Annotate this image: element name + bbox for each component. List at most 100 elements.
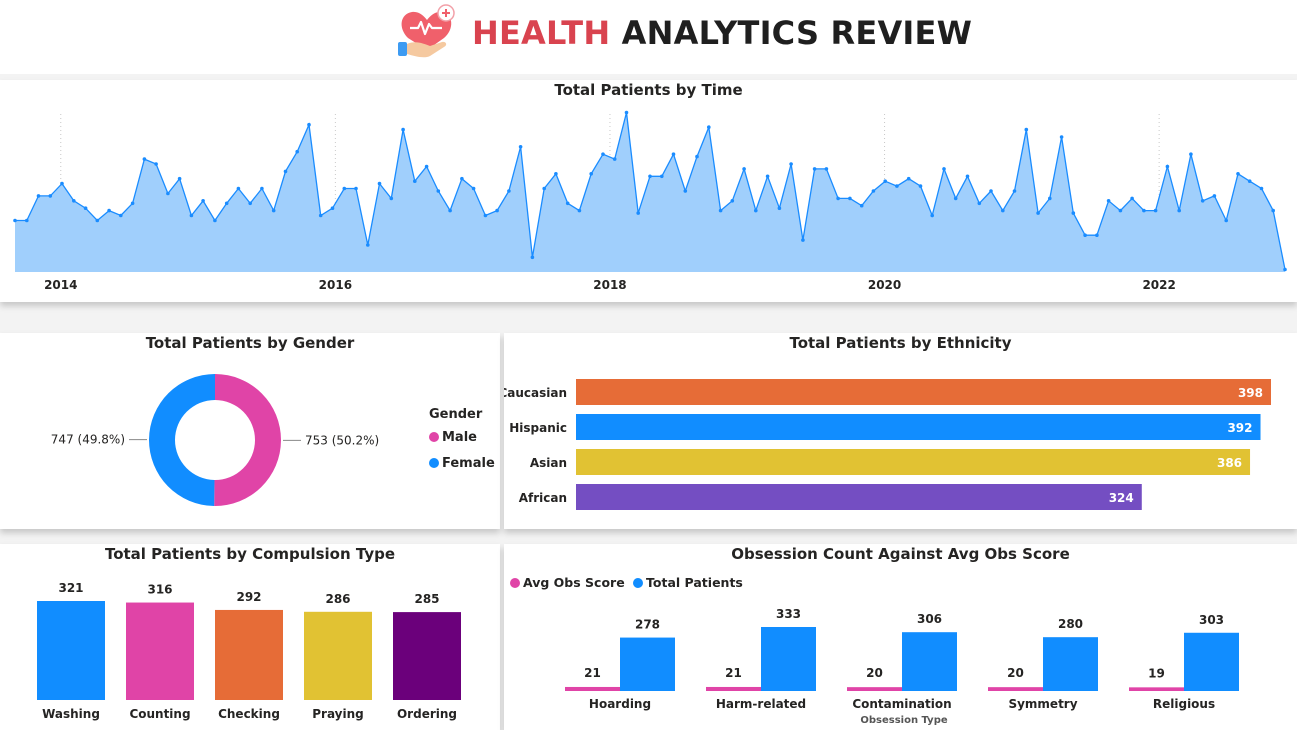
time-data-point [636, 211, 640, 215]
ethnicity-chart-panel[interactable]: Total Patients by Ethnicity Caucasian 398… [504, 333, 1297, 529]
compulsion-category-label: Washing [42, 707, 100, 721]
time-data-point [989, 189, 993, 193]
time-data-point [330, 206, 335, 210]
time-data-point [95, 218, 100, 223]
time-data-point [377, 181, 382, 186]
time-data-point [260, 186, 264, 191]
obsession-legend[interactable]: Avg Obs Score Total Patients [510, 575, 743, 590]
time-data-point [895, 184, 899, 188]
donut-data-label: 753 (50.2%) [305, 433, 379, 447]
legend-dot-total [633, 578, 644, 588]
time-data-point [801, 238, 805, 242]
compulsion-chart-panel[interactable]: Total Patients by Compulsion Type 321 Was… [0, 544, 500, 730]
time-data-point [906, 176, 911, 181]
legend-item-total-patients[interactable]: Total Patients [633, 575, 743, 590]
compulsion-bar-chart[interactable]: 321 Washing 316 Counting 292 Checking 286 Prayi… [0, 544, 500, 730]
total-patients-value-label: 303 [1199, 613, 1224, 627]
gender-chart-panel[interactable]: Total Patients by Gender 753 (50.2%) 747 … [0, 333, 500, 529]
time-data-point [1048, 196, 1052, 201]
time-data-point [660, 174, 664, 179]
time-data-point [695, 154, 699, 159]
legend-item-avg-obs-score[interactable]: Avg Obs Score [510, 575, 625, 590]
time-data-point [765, 174, 770, 179]
time-chart-title: Total Patients by Time [554, 81, 743, 99]
time-data-point [848, 196, 852, 201]
avg-obs-score-value-label: 20 [866, 666, 883, 680]
total-patients-bar [620, 637, 675, 691]
time-data-point [424, 164, 429, 169]
legend-label-avg: Avg Obs Score [523, 575, 625, 590]
x-tick-label: 2014 [44, 278, 77, 292]
ethnicity-bar-african [576, 484, 1142, 510]
time-data-point [871, 189, 876, 193]
ethnicity-value-label: 392 [1227, 421, 1252, 435]
legend-dot-female [429, 458, 439, 468]
page-header: HEALTH ANALYTICS REVIEW [0, 0, 1297, 74]
legend-dot-male [429, 432, 439, 442]
compulsion-value-label: 292 [236, 590, 261, 604]
time-data-point [60, 181, 64, 186]
x-tick-label: 2020 [868, 278, 901, 292]
total-patients-bar [1184, 632, 1239, 691]
time-data-point [1247, 179, 1252, 183]
time-data-point [248, 201, 252, 206]
time-data-point [389, 196, 394, 201]
time-data-point [166, 191, 170, 196]
time-data-point [413, 179, 417, 183]
time-data-point [1071, 211, 1076, 215]
obsession-bar-chart[interactable]: 21 278 Hoarding 21 333 Harm-related 20 306 Conta… [504, 544, 1297, 730]
avg-obs-score-bar [847, 687, 902, 691]
compulsion-category-label: Ordering [397, 707, 457, 721]
time-data-point [1165, 164, 1170, 169]
time-chart-panel[interactable]: Total Patients by Time 2014 2016 2018 2020 2… [0, 80, 1297, 302]
compulsion-value-label: 321 [58, 581, 83, 595]
x-tick-label: 2016 [319, 278, 352, 292]
time-data-point [942, 167, 946, 171]
compulsion-value-label: 316 [147, 583, 172, 597]
time-data-point [460, 176, 464, 181]
time-data-point [36, 194, 41, 198]
avg-obs-score-value-label: 20 [1007, 666, 1024, 680]
obsession-category-label: Symmetry [1008, 697, 1077, 711]
time-data-point [1024, 127, 1029, 132]
obsession-chart-panel[interactable]: Obsession Count Against Avg Obs Score Av… [504, 544, 1297, 730]
compulsion-category-label: Counting [129, 707, 190, 721]
gender-donut-chart[interactable]: 753 (50.2%) 747 (49.8%) [0, 333, 420, 529]
time-data-point [107, 208, 111, 213]
time-data-point [683, 189, 688, 193]
time-data-point [154, 162, 158, 166]
obsession-category-label: Contamination [852, 697, 951, 711]
time-data-point [754, 208, 758, 213]
legend-dot-avg [510, 578, 520, 588]
time-data-point [13, 218, 17, 223]
gender-chart-title: Total Patients by Gender [145, 334, 355, 352]
time-data-point [436, 189, 441, 193]
compulsion-value-label: 286 [325, 592, 350, 606]
legend-item-male[interactable]: Male [429, 430, 477, 445]
ethnicity-bar-chart[interactable]: Caucasian 398 Hispanic 392 Asian 386 African 32… [504, 333, 1297, 529]
total-patients-value-label: 278 [635, 618, 660, 632]
time-data-point [718, 208, 723, 213]
time-data-point [366, 243, 370, 247]
legend-label-total: Total Patients [646, 575, 743, 590]
ethnicity-bar-caucasian [576, 379, 1271, 405]
legend-item-female[interactable]: Female [429, 456, 495, 471]
time-data-point [354, 186, 358, 191]
obsession-category-label: Harm-related [716, 697, 806, 711]
time-data-point [213, 218, 217, 223]
time-data-point [1001, 208, 1005, 213]
time-data-point [1177, 208, 1181, 213]
obsession-chart-title: Obsession Count Against Avg Obs Score [731, 545, 1070, 563]
time-data-point [777, 206, 782, 210]
time-data-point [671, 152, 676, 156]
time-data-point [1200, 199, 1205, 203]
total-patients-value-label: 280 [1058, 617, 1083, 631]
time-area-chart[interactable]: 2014 2016 2018 2020 2022 [0, 80, 1297, 302]
avg-obs-score-value-label: 21 [725, 666, 742, 680]
avg-obs-score-bar [1129, 687, 1184, 691]
compulsion-value-label: 285 [414, 592, 439, 606]
title-rest: ANALYTICS REVIEW [621, 14, 973, 52]
compulsion-chart-title: Total Patients by Compulsion Type [104, 545, 396, 563]
time-data-point [342, 186, 347, 191]
x-tick-label: 2018 [593, 278, 626, 292]
